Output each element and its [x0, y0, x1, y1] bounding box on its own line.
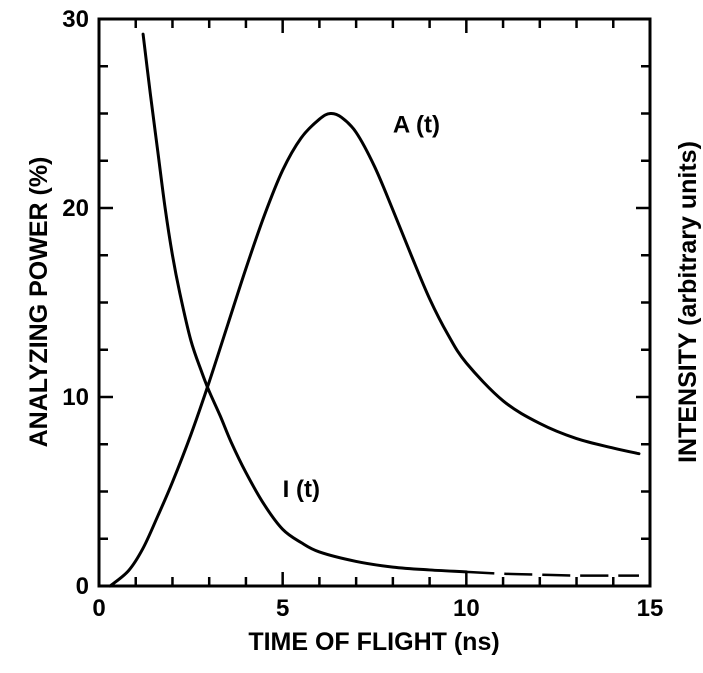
x-tick-label: 15: [637, 595, 664, 622]
x-tick-label: 0: [92, 595, 105, 622]
series-lines: [108, 32, 641, 588]
y2-axis-title: INTENSITY (arbitrary units): [674, 141, 702, 463]
series-line-2-extension: [466, 570, 639, 577]
y-tick-labels: 0 10 20 30: [62, 6, 89, 600]
x-tick-label: 5: [276, 595, 289, 622]
series-annotations: A (t) I (t): [283, 111, 440, 503]
x-tick-label: 10: [453, 595, 480, 622]
x-tick-labels: 0 5 10 15: [92, 595, 663, 622]
y-tick-label: 20: [62, 195, 89, 222]
label-i-t: I (t): [283, 476, 320, 503]
y-axis-title: ANALYZING POWER (%): [25, 157, 53, 448]
label-a-t: A (t): [393, 111, 440, 138]
y-tick-label: 0: [76, 573, 89, 600]
y-tick-label: 10: [62, 384, 89, 411]
axis-ticks: [97, 17, 652, 588]
x-axis-title: TIME OF FLIGHT (ns): [248, 628, 499, 656]
series-line-i-t: [141, 32, 468, 574]
series-line-a-t: [108, 111, 641, 588]
y-tick-label: 30: [62, 6, 89, 33]
